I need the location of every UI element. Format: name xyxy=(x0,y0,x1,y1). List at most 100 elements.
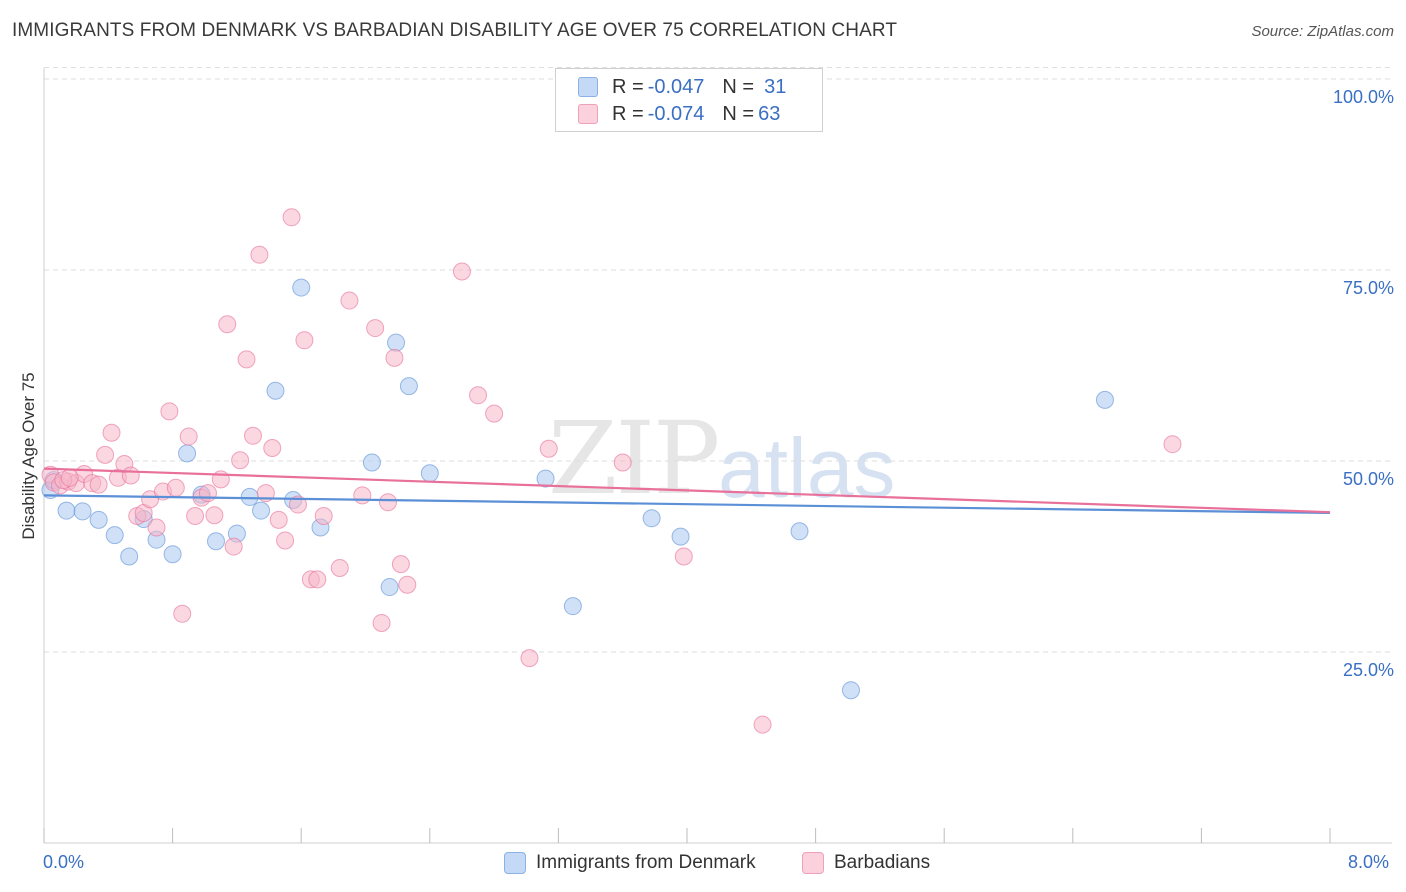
barbadians-point-55 xyxy=(520,649,539,668)
denmark-point-30 xyxy=(841,681,860,700)
barbadians-point-28 xyxy=(224,537,243,556)
barbadians-point-45 xyxy=(353,486,372,505)
denmark-point-31 xyxy=(1095,390,1114,409)
watermark-zip: ZIP xyxy=(548,400,720,517)
barbadians-point-57 xyxy=(613,453,632,472)
barbadians-point-37 xyxy=(282,208,301,227)
barbadians-point-34 xyxy=(263,439,282,458)
barbadians-point-53 xyxy=(469,386,488,405)
barbadians-point-9 xyxy=(102,423,121,442)
trendline-barbadians xyxy=(43,467,1331,514)
barbadians-point-8 xyxy=(96,445,115,464)
denmark-point-29 xyxy=(790,522,809,541)
denmark-point-16 xyxy=(266,381,285,400)
denmark-point-27 xyxy=(642,509,661,528)
barbadians-point-32 xyxy=(250,245,269,264)
chart-title: IMMIGRANTS FROM DENMARK VS BARBADIAN DIS… xyxy=(12,20,898,41)
series-legend: Immigrants from Denmark Barbadians xyxy=(0,852,1406,878)
denmark-point-3 xyxy=(73,502,92,521)
denmark-point-12 xyxy=(207,532,226,551)
denmark-point-18 xyxy=(292,278,311,297)
barbadians-n-value: 63 xyxy=(758,102,781,125)
barbadians-point-48 xyxy=(379,493,398,512)
barbadians-point-41 xyxy=(308,570,327,589)
barbadians-r-label: R = xyxy=(612,102,644,125)
legend-item-denmark: Immigrants from Denmark xyxy=(504,852,756,874)
barbadians-point-46 xyxy=(366,319,385,338)
denmark-point-28 xyxy=(671,527,690,546)
barbadians-point-49 xyxy=(385,348,404,367)
x-tick-label-max: 8.0% xyxy=(1348,852,1390,872)
barbadians-point-25 xyxy=(205,506,224,525)
denmark-point-23 xyxy=(399,377,418,396)
denmark-point-14 xyxy=(240,487,259,506)
barbadians-point-51 xyxy=(398,575,417,594)
denmark-point-9 xyxy=(163,545,182,564)
barbadians-point-27 xyxy=(218,315,237,334)
denmark-n-value: 31 xyxy=(764,75,787,98)
barbadians-point-58 xyxy=(674,547,693,566)
barbadians-point-7 xyxy=(89,475,108,494)
denmark-point-2 xyxy=(57,501,76,520)
y-tick-label-50: 50.0% xyxy=(1342,469,1394,489)
barbadians-point-36 xyxy=(276,531,295,550)
barbadians-point-59 xyxy=(753,715,772,734)
barbadians-point-30 xyxy=(237,350,256,369)
denmark-point-21 xyxy=(380,578,399,597)
denmark-swatch xyxy=(578,77,598,97)
legend-barbadians-swatch xyxy=(802,852,824,874)
barbadians-point-18 xyxy=(160,402,179,421)
barbadians-point-52 xyxy=(452,262,471,281)
stats-legend: R = -0.047 N = 31 R = -0.074 N = 63 xyxy=(555,68,823,132)
barbadians-point-29 xyxy=(231,451,250,470)
y-tick-label-75: 75.0% xyxy=(1342,278,1394,298)
barbadians-point-38 xyxy=(288,495,307,514)
barbadians-point-60 xyxy=(1163,435,1182,454)
denmark-n-label: N = xyxy=(722,75,755,98)
series-barbadians-points xyxy=(41,208,1182,734)
barbadians-point-12 xyxy=(121,466,140,485)
denmark-r-label: R = xyxy=(612,75,644,98)
barbadians-point-19 xyxy=(166,478,185,497)
denmark-point-15 xyxy=(252,501,271,520)
stats-legend-row-denmark: R = -0.047 N = 31 xyxy=(578,75,786,99)
barbadians-swatch xyxy=(578,104,598,124)
legend-barbadians-label: Barbadians xyxy=(834,852,931,873)
barbadians-point-21 xyxy=(179,427,198,446)
barbadians-point-42 xyxy=(314,507,333,526)
barbadians-point-22 xyxy=(186,507,205,526)
y-axis-label: Disability Age Over 75 xyxy=(19,372,38,540)
stats-legend-row-barbadians: R = -0.074 N = 63 xyxy=(578,102,780,126)
x-tick-label-min: 0.0% xyxy=(43,852,85,872)
barbadians-n-label: N = xyxy=(722,102,755,125)
denmark-point-26 xyxy=(563,597,582,616)
denmark-r-value: -0.047 xyxy=(647,75,705,98)
denmark-point-22 xyxy=(387,333,406,352)
denmark-point-24 xyxy=(420,464,439,483)
barbadians-point-43 xyxy=(330,558,349,577)
denmark-point-6 xyxy=(120,547,139,566)
chart-source: Source: ZipAtlas.com xyxy=(1251,23,1394,40)
y-tick-label-25: 25.0% xyxy=(1342,660,1394,680)
barbadians-point-56 xyxy=(539,439,558,458)
y-tick-label-100: 100.0% xyxy=(1332,87,1394,107)
denmark-point-4 xyxy=(89,510,108,529)
trendline-denmark xyxy=(43,494,1331,515)
legend-denmark-swatch xyxy=(504,852,526,874)
denmark-point-10 xyxy=(178,444,197,463)
legend-item-barbadians: Barbadians xyxy=(802,852,930,874)
barbadians-point-35 xyxy=(269,510,288,529)
barbadians-point-39 xyxy=(295,331,314,350)
barbadians-point-54 xyxy=(485,404,504,423)
denmark-point-25 xyxy=(536,469,555,488)
barbadians-point-44 xyxy=(340,291,359,310)
denmark-point-5 xyxy=(105,526,124,545)
barbadians-point-20 xyxy=(173,604,192,623)
denmark-point-20 xyxy=(362,453,381,472)
barbadians-point-24 xyxy=(198,484,217,503)
watermark-atlas: atlas xyxy=(718,421,896,515)
barbadians-point-47 xyxy=(372,613,391,632)
barbadians-point-62 xyxy=(60,468,79,487)
barbadians-point-16 xyxy=(147,518,166,537)
